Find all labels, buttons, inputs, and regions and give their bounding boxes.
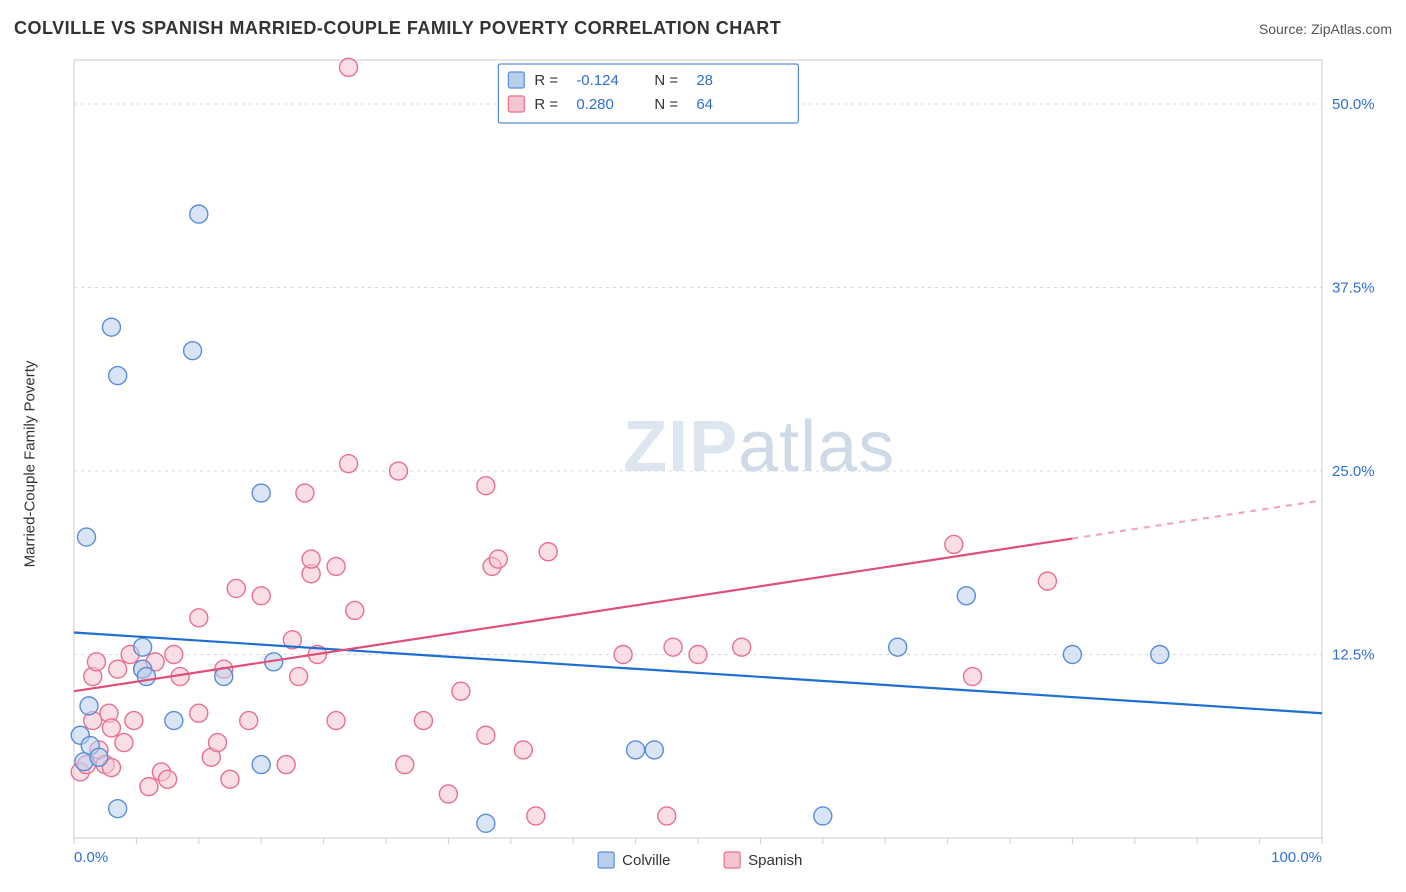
data-point <box>221 770 239 788</box>
legend-swatch <box>598 852 614 868</box>
data-point <box>539 543 557 561</box>
data-point <box>964 668 982 686</box>
data-point <box>477 477 495 495</box>
data-point <box>814 807 832 825</box>
legend-swatch <box>508 72 524 88</box>
regression-line <box>74 539 1072 692</box>
data-point <box>209 734 227 752</box>
y-tick-label: 37.5% <box>1332 280 1375 297</box>
data-point <box>945 535 963 553</box>
regression-line <box>74 632 1322 713</box>
data-point <box>327 712 345 730</box>
watermark: ZIPatlas <box>623 407 895 487</box>
data-point <box>109 660 127 678</box>
data-point <box>1151 646 1169 664</box>
data-point <box>125 712 143 730</box>
chart-container: Married-Couple Family Poverty 12.5% 25.0%… <box>14 50 1392 878</box>
data-point <box>134 638 152 656</box>
data-point <box>109 367 127 385</box>
data-point <box>165 712 183 730</box>
legend-n-value: 64 <box>696 96 713 113</box>
data-point <box>452 682 470 700</box>
data-point <box>340 58 358 76</box>
y-tick-label: 12.5% <box>1332 647 1375 664</box>
legend-n-label: N = <box>654 72 678 89</box>
x-tick-label: 100.0% <box>1271 849 1322 866</box>
x-tick-label: 0.0% <box>74 849 108 866</box>
data-point <box>190 609 208 627</box>
data-point <box>240 712 258 730</box>
data-point <box>102 318 120 336</box>
data-point <box>140 778 158 796</box>
legend-swatch <box>724 852 740 868</box>
data-point <box>1038 572 1056 590</box>
chart-title: COLVILLE VS SPANISH MARRIED-COUPLE FAMIL… <box>14 18 781 39</box>
data-point <box>389 462 407 480</box>
data-point <box>190 205 208 223</box>
data-point <box>614 646 632 664</box>
data-point <box>957 587 975 605</box>
legend-n-value: 28 <box>696 72 713 89</box>
data-point <box>252 587 270 605</box>
data-point <box>340 455 358 473</box>
data-point <box>252 756 270 774</box>
data-point <box>296 484 314 502</box>
data-point <box>733 638 751 656</box>
regression-line-extrapolated <box>1072 500 1322 538</box>
data-point <box>477 726 495 744</box>
data-point <box>277 756 295 774</box>
legend-r-label: R = <box>534 72 558 89</box>
legend-n-label: N = <box>654 96 678 113</box>
data-point <box>90 748 108 766</box>
data-point <box>327 557 345 575</box>
data-point <box>527 807 545 825</box>
data-point <box>87 653 105 671</box>
data-point <box>514 741 532 759</box>
data-point <box>77 528 95 546</box>
data-point <box>627 741 645 759</box>
legend-series-name: Spanish <box>748 852 802 869</box>
data-point <box>115 734 133 752</box>
legend-r-value: 0.280 <box>576 96 614 113</box>
data-point <box>658 807 676 825</box>
data-point <box>645 741 663 759</box>
data-point <box>439 785 457 803</box>
data-point <box>477 814 495 832</box>
data-point <box>689 646 707 664</box>
data-point <box>102 719 120 737</box>
data-point <box>227 579 245 597</box>
legend-series-name: Colville <box>622 852 670 869</box>
y-axis-label: Married-Couple Family Poverty <box>22 361 39 568</box>
data-point <box>184 342 202 360</box>
data-point <box>414 712 432 730</box>
legend-swatch <box>508 96 524 112</box>
data-point <box>80 697 98 715</box>
data-point <box>252 484 270 502</box>
source-attribution: Source: ZipAtlas.com <box>1259 21 1392 37</box>
data-point <box>1063 646 1081 664</box>
legend-r-label: R = <box>534 96 558 113</box>
legend-r-value: -0.124 <box>576 72 619 89</box>
data-point <box>489 550 507 568</box>
data-point <box>290 668 308 686</box>
data-point <box>190 704 208 722</box>
data-point <box>165 646 183 664</box>
y-tick-label: 25.0% <box>1332 463 1375 480</box>
data-point <box>109 800 127 818</box>
data-point <box>396 756 414 774</box>
scatter-chart: 12.5% 25.0% 37.5% 50.0% 0.0% 100.0% ZIPatlas R … <box>14 50 1392 878</box>
data-point <box>664 638 682 656</box>
data-point <box>137 668 155 686</box>
data-point <box>159 770 177 788</box>
data-point <box>889 638 907 656</box>
data-point <box>302 550 320 568</box>
y-tick-label: 50.0% <box>1332 96 1375 113</box>
data-point <box>346 601 364 619</box>
